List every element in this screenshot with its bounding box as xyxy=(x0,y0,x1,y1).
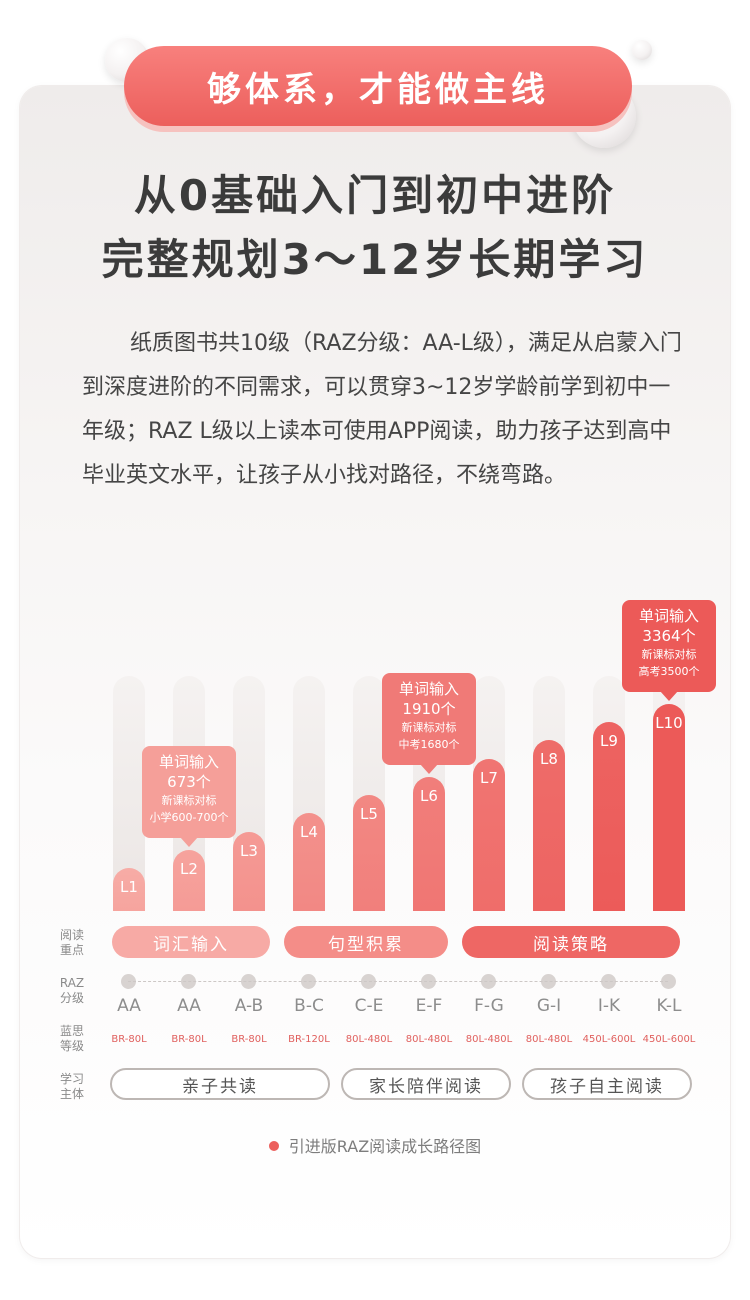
raz-level: AA xyxy=(117,996,141,1016)
focus-sentence: 句型积累 xyxy=(284,926,448,958)
raz-level: F-G xyxy=(474,996,504,1016)
callout-line4: 高考3500个 xyxy=(638,665,700,678)
bar-label: L6 xyxy=(420,786,438,805)
lexile-level: BR-120L xyxy=(288,1034,330,1045)
row-label-subject-line2: 主体 xyxy=(59,1087,84,1101)
headline-line-2: 完整规划3～12岁长期学习 xyxy=(101,235,649,284)
callout-line2: 1910个 xyxy=(402,699,456,718)
subject-independent: 孩子自主阅读 xyxy=(522,1068,692,1100)
bar xyxy=(233,831,265,911)
row-label-focus-line2: 重点 xyxy=(59,943,84,957)
raz-level: B-C xyxy=(294,996,324,1016)
bar-label: L5 xyxy=(360,805,378,824)
bar xyxy=(353,795,385,911)
callout-line2: 673个 xyxy=(167,772,211,791)
word-count-callout: 单词输入 3364个新课标对标高考3500个 xyxy=(622,600,716,701)
lexile-level: BR-80L xyxy=(111,1034,147,1045)
bar-label: L2 xyxy=(180,859,198,878)
row-label-focus: 阅读 重点 xyxy=(52,928,92,958)
raz-level: I-K xyxy=(597,996,621,1016)
banner-title: 够体系，才能做主线 xyxy=(124,46,632,126)
caption-dot-icon xyxy=(268,1141,279,1151)
callout-line3: 新课标对标 xyxy=(641,648,697,661)
callout-line1: 单词输入 xyxy=(158,752,219,771)
raz-level: K-L xyxy=(656,996,682,1016)
lexile-level: 80L-480L xyxy=(525,1034,573,1045)
bar-label: L4 xyxy=(300,823,318,842)
headline-line-1: 从0基础入门到初中进阶 xyxy=(133,171,617,220)
row-label-raz-line2: 分级 xyxy=(59,991,84,1005)
row-label-lexile: 蓝思 等级 xyxy=(52,1024,92,1054)
raz-dot xyxy=(661,974,676,989)
description-text: 纸质图书共10级（RAZ分级：AA-L级），满足从启蒙入门到深度进阶的不同需求，… xyxy=(82,331,682,488)
callout-line2: 3364个 xyxy=(642,627,696,645)
callout-line3: 新课标对标 xyxy=(161,793,217,807)
lexile-level: 80L-480L xyxy=(465,1034,513,1045)
content-card xyxy=(20,86,730,1258)
lexile-level: 450L-600L xyxy=(582,1034,636,1045)
raz-level: C-E xyxy=(354,996,384,1016)
focus-vocabulary: 词汇输入 xyxy=(112,926,270,958)
focus-strategy: 阅读策略 xyxy=(462,926,680,958)
decor-ball-right-small xyxy=(632,40,652,60)
callout-line1: 单词输入 xyxy=(398,679,459,698)
callout-line1: 单词输入 xyxy=(638,607,699,625)
bar-label: L3 xyxy=(240,841,258,860)
bar-label: L8 xyxy=(540,750,558,769)
bar xyxy=(413,776,445,911)
chart-caption-text: 引进版RAZ阅读成长路径图 xyxy=(288,1137,482,1156)
bar xyxy=(293,813,325,911)
lexile-level: 450L-600L xyxy=(642,1034,696,1045)
lexile-level: BR-80L xyxy=(171,1034,207,1045)
lexile-level: 80L-480L xyxy=(345,1034,393,1045)
row-label-subject: 学习 主体 xyxy=(52,1072,92,1102)
bar xyxy=(473,758,505,911)
callout-line3: 新课标对标 xyxy=(401,720,457,734)
raz-level: G-I xyxy=(536,996,562,1016)
raz-level: A-B xyxy=(234,996,264,1016)
bar-label: L7 xyxy=(480,768,498,787)
callout-line4: 中考1680个 xyxy=(398,737,460,751)
bar xyxy=(113,868,145,911)
row-label-raz: RAZ 分级 xyxy=(52,976,92,1006)
row-label-subject-line1: 学习 xyxy=(59,1072,84,1086)
raz-level: E-F xyxy=(415,996,443,1016)
word-count-callout: 单词输入 1910个新课标对标中考1680个 xyxy=(382,672,476,774)
bar xyxy=(593,722,625,911)
subject-parent-child: 亲子共读 xyxy=(110,1068,330,1100)
row-label-lexile-line2: 等级 xyxy=(59,1039,84,1053)
bar-label: L9 xyxy=(600,732,618,751)
row-label-focus-line1: 阅读 xyxy=(59,928,84,942)
bar xyxy=(173,849,205,911)
raz-level: AA xyxy=(177,996,201,1016)
lexile-level: 80L-480L xyxy=(405,1034,453,1045)
callout-line4: 小学600-700个 xyxy=(149,810,229,824)
bar xyxy=(533,740,565,911)
lexile-level: BR-80L xyxy=(231,1034,267,1045)
bar-label: L10 xyxy=(655,714,683,732)
word-count-callout: 单词输入 673个新课标对标小学600-700个 xyxy=(142,745,236,847)
bar xyxy=(653,704,685,911)
raz-dot-line xyxy=(128,981,668,982)
subject-parent-accompany: 家长陪伴阅读 xyxy=(341,1068,511,1100)
row-label-raz-line1: RAZ xyxy=(59,976,85,990)
bar-label: L1 xyxy=(120,878,138,896)
row-label-lexile-line1: 蓝思 xyxy=(59,1024,84,1038)
chart-caption: 引进版RAZ阅读成长路径图 xyxy=(0,1133,750,1157)
